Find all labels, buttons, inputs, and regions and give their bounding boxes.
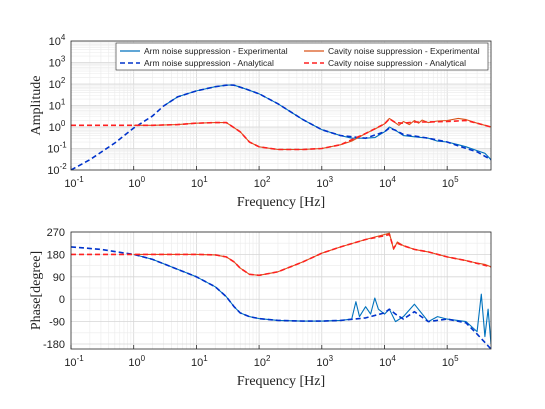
x-axis-label: Frequency [Hz] bbox=[237, 374, 325, 389]
y-tick-labels: 10-2 10-1 100 101 102 103 104 bbox=[47, 33, 67, 177]
legend: Arm noise suppression - Experimental Cavi… bbox=[115, 42, 489, 71]
x-tick-label: 101 bbox=[191, 354, 208, 369]
y-tick-label: 100 bbox=[49, 119, 66, 134]
y-tick-label: 90 bbox=[53, 272, 65, 284]
series-line-1 bbox=[71, 246, 491, 349]
y-tick-label: 10-2 bbox=[47, 162, 67, 177]
x-tick-label: 101 bbox=[191, 175, 208, 190]
x-axis-label: Frequency [Hz] bbox=[237, 195, 325, 210]
y-tick-label: -90 bbox=[49, 317, 65, 329]
x-tick-label: 100 bbox=[128, 354, 145, 369]
x-tick-label: 105 bbox=[442, 175, 459, 190]
axes-box bbox=[70, 40, 492, 171]
legend-entry: Arm noise suppression - Analytical bbox=[144, 58, 274, 68]
legend-entry: Arm noise suppression - Experimental bbox=[144, 46, 288, 56]
y-tick-label: 10-1 bbox=[47, 141, 67, 156]
series-line-3 bbox=[71, 118, 491, 151]
y-tick-label: 101 bbox=[49, 98, 66, 113]
x-tick-label: 102 bbox=[254, 175, 271, 190]
y-tick-label: 180 bbox=[47, 249, 65, 261]
series-line-3 bbox=[71, 233, 491, 277]
x-tick-label: 10-1 bbox=[64, 354, 84, 369]
x-tick-label: 104 bbox=[379, 354, 396, 369]
x-tick-label: 103 bbox=[316, 354, 333, 369]
legend-entry: Cavity noise suppression - Experimental bbox=[328, 46, 480, 56]
x-tick-labels: 10-1 100 101 102 103 104 105 bbox=[64, 345, 459, 369]
x-tick-label: 100 bbox=[128, 175, 145, 190]
series-line-1 bbox=[71, 84, 491, 170]
y-tick-labels: -180 -90 0 90 180 270 bbox=[43, 227, 65, 351]
y-axis-label: Phase[degree] bbox=[29, 251, 44, 330]
y-tick-label: 270 bbox=[47, 227, 65, 239]
y-tick-label: 104 bbox=[49, 33, 66, 48]
amplitude-chart: 10-1 100 101 102 103 104 10510-210-11001011021… bbox=[29, 33, 492, 210]
y-tick-label: 103 bbox=[49, 55, 66, 70]
plot-area bbox=[71, 232, 491, 349]
x-tick-labels: 10-1 100 101 102 103 104 105 bbox=[64, 166, 459, 190]
phase-chart: 10-1 100 101 102 103 104 105 -180 -90 0 90 180 270 Fr… bbox=[29, 227, 492, 389]
y-tick-label: 0 bbox=[59, 294, 65, 306]
x-tick-label: 105 bbox=[442, 354, 459, 369]
legend-entry: Cavity noise suppression - Analytical bbox=[328, 58, 466, 68]
x-tick-label: 103 bbox=[316, 175, 333, 190]
y-tick-label: -180 bbox=[43, 339, 65, 351]
legend-box bbox=[115, 42, 489, 71]
series-group bbox=[71, 232, 491, 349]
x-tick-label: 102 bbox=[254, 354, 271, 369]
axes-box bbox=[70, 231, 492, 350]
y-axis-label: Amplitude bbox=[29, 76, 44, 136]
y-tick-label: 102 bbox=[49, 76, 66, 91]
x-tick-label: 10-1 bbox=[64, 175, 84, 190]
x-tick-label: 104 bbox=[379, 175, 396, 190]
series-group bbox=[71, 84, 491, 170]
